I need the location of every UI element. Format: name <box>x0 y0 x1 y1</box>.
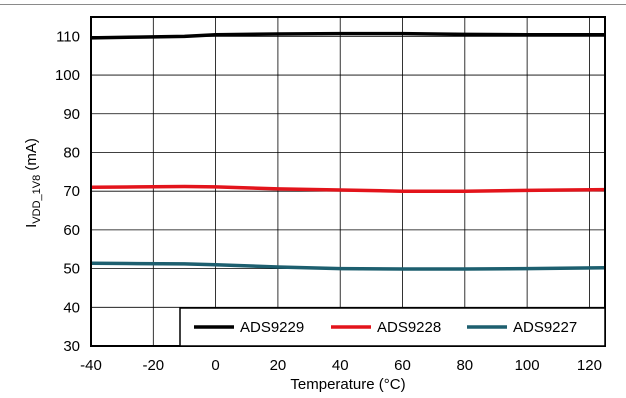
series-line-ads9229 <box>90 31 605 40</box>
y-axis-title-suffix: (mA) <box>23 138 40 175</box>
x-tick-labels: -40 -20 0 20 40 60 80 100 120 <box>80 357 602 374</box>
y-tick-label: 90 <box>63 106 80 123</box>
x-tick-label: 20 <box>270 357 287 374</box>
x-tick-label: 40 <box>332 357 349 374</box>
y-axis-title-subscript: VDD_1V8 <box>31 175 43 224</box>
legend-box <box>179 307 606 347</box>
y-tick-label: 100 <box>55 67 80 84</box>
plot-background <box>91 17 605 346</box>
y-tick-label: 110 <box>56 28 80 45</box>
legend-label-ads9227: ADS9227 <box>513 319 577 336</box>
legend-label-ads9229: ADS9229 <box>240 319 304 336</box>
y-axis-title: IVDD_1V8 (mA) <box>23 138 43 228</box>
x-tick-label: 0 <box>211 357 219 374</box>
legend: ADS9229 ADS9228 ADS9227 <box>179 307 606 347</box>
x-tick-label: 120 <box>577 357 602 374</box>
series-line-ads9228 <box>90 184 606 193</box>
y-tick-label: 70 <box>63 183 80 200</box>
y-tick-label: 80 <box>63 144 80 161</box>
y-tick-label: 60 <box>63 222 80 239</box>
x-tick-label: 60 <box>394 357 411 374</box>
series-line-ads9227 <box>90 261 606 271</box>
y-tick-labels: 30 40 50 60 70 80 90 100 110 <box>55 28 80 355</box>
series-layer <box>90 31 606 271</box>
y-tick-label: 40 <box>63 299 80 316</box>
x-tick-label: -40 <box>80 357 102 374</box>
y-tick-label: 50 <box>63 261 80 278</box>
x-tick-label: 80 <box>456 357 473 374</box>
legend-label-ads9228: ADS9228 <box>377 319 441 336</box>
y-axis-title-main: I <box>23 224 40 228</box>
x-tick-label: 100 <box>515 357 540 374</box>
x-axis-title: Temperature (°C) <box>290 376 405 393</box>
x-tick-label: -20 <box>142 357 164 374</box>
y-tick-label: 30 <box>63 338 80 355</box>
